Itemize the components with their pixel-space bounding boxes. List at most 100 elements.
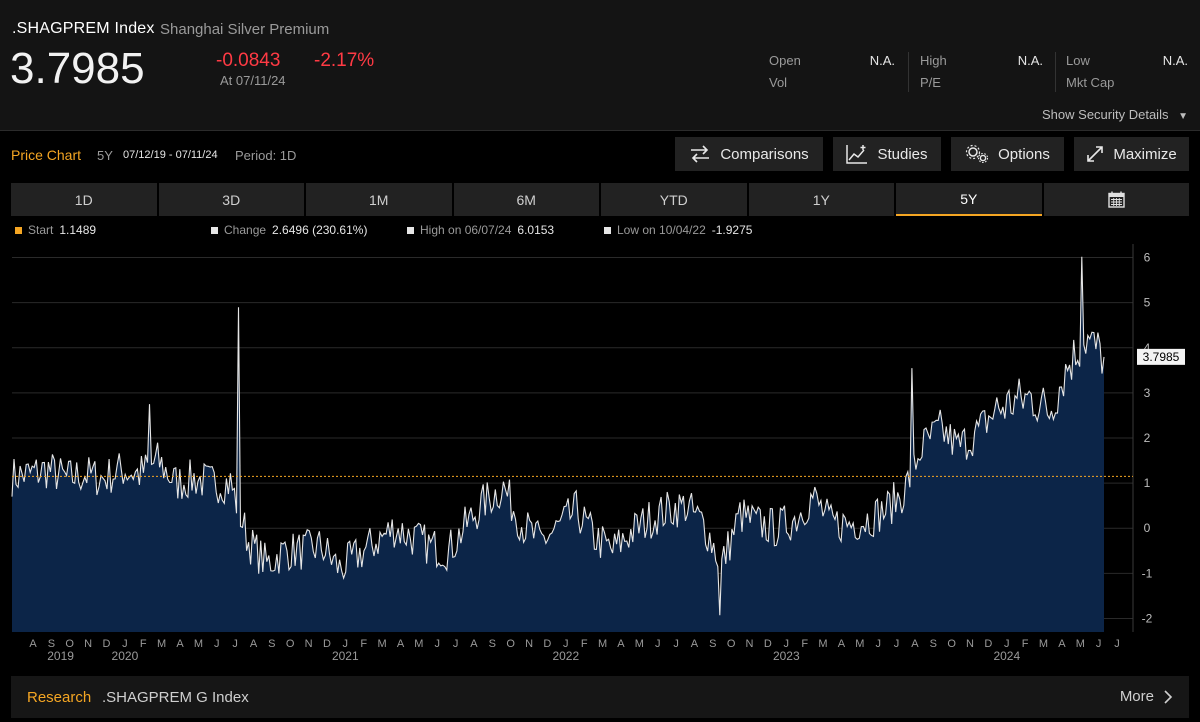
options-button[interactable]: Options: [951, 137, 1064, 171]
legend-low-label: Low on 10/04/22: [617, 223, 706, 237]
security-name: Shanghai Silver Premium: [160, 21, 330, 38]
legend-high: High on 06/07/24 6.0153: [407, 223, 554, 237]
calendar-button[interactable]: [1043, 183, 1189, 216]
x-year-label: 2022: [552, 649, 579, 663]
maximize-label: Maximize: [1113, 145, 1177, 163]
legend-low: Low on 10/04/22 -1.9275: [604, 223, 752, 237]
expand-arrows-icon: [1087, 146, 1104, 162]
show-security-details-button[interactable]: Show Security Details ▼: [1042, 107, 1188, 122]
legend-start: Start 1.1489: [15, 223, 96, 237]
last-price: 3.7985: [10, 44, 145, 93]
x-month-label: A: [397, 638, 405, 650]
stat-low-label: Low: [1066, 53, 1090, 68]
x-month-label: A: [1058, 638, 1066, 650]
studies-label: Studies: [877, 145, 928, 163]
x-month-label: M: [635, 638, 644, 650]
x-month-label: S: [930, 638, 937, 650]
x-month-label: J: [894, 638, 900, 650]
legend-high-value: 6.0153: [517, 223, 555, 237]
x-month-label: J: [673, 638, 679, 650]
tab-ytd[interactable]: YTD: [601, 183, 747, 216]
x-month-label: D: [103, 638, 111, 650]
maximize-button[interactable]: Maximize: [1074, 137, 1189, 171]
y-tick-label: 6: [1144, 251, 1151, 265]
x-month-label: N: [305, 638, 313, 650]
x-month-label: O: [947, 638, 956, 650]
x-month-label: J: [214, 638, 220, 650]
show-details-label: Show Security Details: [1042, 107, 1169, 122]
x-month-label: O: [286, 638, 295, 650]
x-month-label: O: [506, 638, 515, 650]
legend-change-label: Change: [224, 223, 267, 237]
chart-range-label: 5Y: [97, 148, 113, 163]
research-bar: Research .SHAGPREM G Index More: [11, 676, 1189, 718]
x-month-label: J: [1004, 638, 1010, 650]
tab-5y[interactable]: 5Y: [896, 183, 1042, 216]
x-month-label: A: [911, 638, 919, 650]
as-of-date: At 07/11/24: [220, 73, 286, 88]
tab-6m[interactable]: 6M: [453, 183, 599, 216]
tab-3d[interactable]: 3D: [158, 183, 304, 216]
net-change: -0.0843: [216, 50, 281, 71]
x-month-label: D: [323, 638, 331, 650]
x-month-label: J: [232, 638, 238, 650]
calendar-icon: [1108, 191, 1125, 208]
stat-divider: [1055, 52, 1056, 92]
x-month-label: M: [1076, 638, 1085, 650]
x-month-label: J: [343, 638, 349, 650]
caret-down-icon: ▼: [1178, 111, 1188, 122]
x-month-label: A: [617, 638, 625, 650]
gears-icon: [966, 144, 989, 164]
x-month-label: N: [966, 638, 974, 650]
tab-1d[interactable]: 1D: [11, 183, 157, 216]
more-label: More: [1119, 688, 1154, 705]
percent-change: -2.17%: [314, 50, 375, 71]
legend-change-value: 2.6496 (230.61%): [272, 223, 368, 237]
price-chart-title: Price Chart: [11, 147, 82, 163]
x-month-label: F: [581, 638, 588, 650]
x-month-label: S: [489, 638, 496, 650]
swap-arrows-icon: [691, 145, 710, 163]
y-tick-label: 0: [1144, 521, 1151, 535]
tab-1m[interactable]: 1M: [306, 183, 452, 216]
last-price-tag-label: 3.7985: [1143, 350, 1180, 364]
tab-1y[interactable]: 1Y: [748, 183, 894, 216]
legend-start-value: 1.1489: [59, 223, 97, 237]
x-month-label: M: [598, 638, 607, 650]
x-month-label: S: [48, 638, 55, 650]
comparisons-button[interactable]: Comparisons: [675, 137, 823, 171]
chart-period: Period: 1D: [235, 148, 297, 163]
x-month-label: J: [563, 638, 569, 650]
legend-swatch: [604, 226, 611, 234]
more-button[interactable]: More: [1120, 688, 1173, 705]
x-month-label: D: [764, 638, 772, 650]
x-month-label: A: [29, 638, 37, 650]
x-month-label: F: [360, 638, 367, 650]
x-month-label: J: [122, 638, 128, 650]
legend-swatch: [407, 226, 414, 234]
x-month-label: M: [378, 638, 387, 650]
options-label: Options: [998, 145, 1050, 163]
x-month-label: J: [453, 638, 459, 650]
x-month-label: J: [434, 638, 440, 650]
studies-button[interactable]: Studies: [833, 137, 941, 171]
x-month-label: M: [855, 638, 864, 650]
x-month-label: J: [1114, 638, 1120, 650]
chevron-right-icon: [1164, 689, 1173, 704]
research-security[interactable]: .SHAGPREM G Index: [102, 689, 249, 706]
x-month-label: M: [157, 638, 166, 650]
legend-swatch: [15, 226, 22, 234]
last-price-tag: [1137, 348, 1185, 365]
line-chart-plus-icon: [846, 145, 868, 164]
y-tick-label: 2: [1144, 431, 1151, 445]
x-month-label: J: [1096, 638, 1102, 650]
x-month-label: A: [176, 638, 184, 650]
x-year-label: 2019: [47, 649, 74, 663]
x-month-label: M: [818, 638, 827, 650]
x-month-label: N: [525, 638, 533, 650]
stat-low-value: N.A.: [1162, 53, 1188, 68]
x-month-label: A: [838, 638, 846, 650]
y-tick-label: 1: [1144, 476, 1151, 490]
x-year-label: 2020: [112, 649, 139, 663]
